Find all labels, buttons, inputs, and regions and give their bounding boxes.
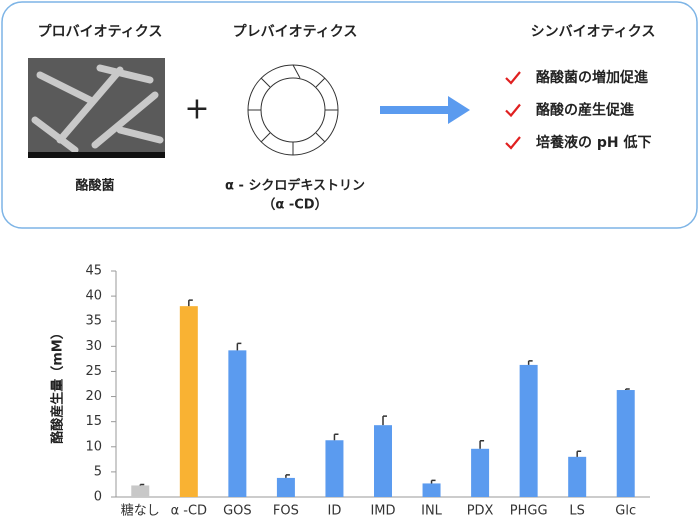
error-bar [188, 299, 193, 307]
x-tick-label: GOS [223, 504, 252, 518]
compound-abbr: （α -CD） [262, 197, 327, 213]
diagram-box [1, 1, 698, 229]
x-tick-label: LS [569, 504, 585, 518]
bar [568, 456, 587, 497]
bar [131, 485, 150, 497]
bar [519, 364, 538, 497]
arrow [380, 96, 470, 124]
bar [276, 477, 295, 497]
y-tick-label: 30 [85, 339, 102, 354]
y-tick-label: 35 [85, 314, 102, 329]
y-tick-label: 20 [85, 389, 102, 404]
bar [374, 425, 392, 497]
check-mark [505, 103, 521, 118]
y-tick-label: 0 [94, 490, 102, 505]
x-tick-label: Glc [615, 504, 636, 518]
y-tick-label: 15 [85, 414, 102, 429]
y-tick-label: 25 [85, 364, 102, 379]
effect-label: 培養液の pH 低下 [536, 134, 652, 151]
error-bar [576, 450, 582, 457]
x-tick-label: α -CD [171, 504, 207, 518]
x-tick-label: INL [421, 504, 443, 518]
bar [179, 306, 198, 497]
bar [616, 390, 635, 497]
prebiotics-label: プレバイオティクス [233, 24, 358, 40]
error-bar [236, 342, 242, 351]
x-tick-label: PDX [467, 504, 494, 518]
check-mark [505, 136, 521, 150]
bar [422, 483, 441, 497]
y-tick-label: 5 [94, 464, 102, 479]
bar [325, 440, 344, 497]
error-bar [479, 440, 485, 449]
check-mark [505, 71, 521, 85]
error-bar [285, 474, 290, 478]
molecule [247, 64, 339, 156]
error-bar [382, 415, 387, 426]
micrograph [28, 58, 165, 158]
error-bar [139, 483, 145, 486]
y-tick-label: 40 [85, 289, 102, 304]
effect-label: 酪酸の産生促進 [536, 102, 634, 119]
error-bar [624, 388, 630, 391]
bar [471, 448, 490, 497]
bacterium-label: 酪酸菌 [75, 178, 114, 194]
effect-label: 酪酸菌の増加促進 [536, 69, 648, 86]
y-tick-label: 45 [85, 264, 102, 279]
error-bar [527, 360, 533, 365]
probiotics-label: プロバイオティクス [38, 24, 163, 40]
plus-sign: + [184, 92, 209, 127]
x-tick-label: IMD [370, 504, 395, 518]
y-axis-title: 酪酸産生量（mM） [50, 326, 66, 443]
x-tick-label: PHGG [510, 504, 548, 518]
bar [228, 350, 247, 497]
x-tick-label: 糖なし [121, 503, 160, 518]
error-bar [333, 433, 339, 441]
error-bar [430, 479, 436, 484]
synbiotics-label: シンバイオティクス [531, 24, 656, 40]
y-tick-label: 10 [85, 439, 102, 454]
x-tick-label: ID [328, 504, 342, 518]
x-tick-label: FOS [273, 504, 299, 518]
compound-label: α - シクロデキストリン [225, 178, 365, 194]
